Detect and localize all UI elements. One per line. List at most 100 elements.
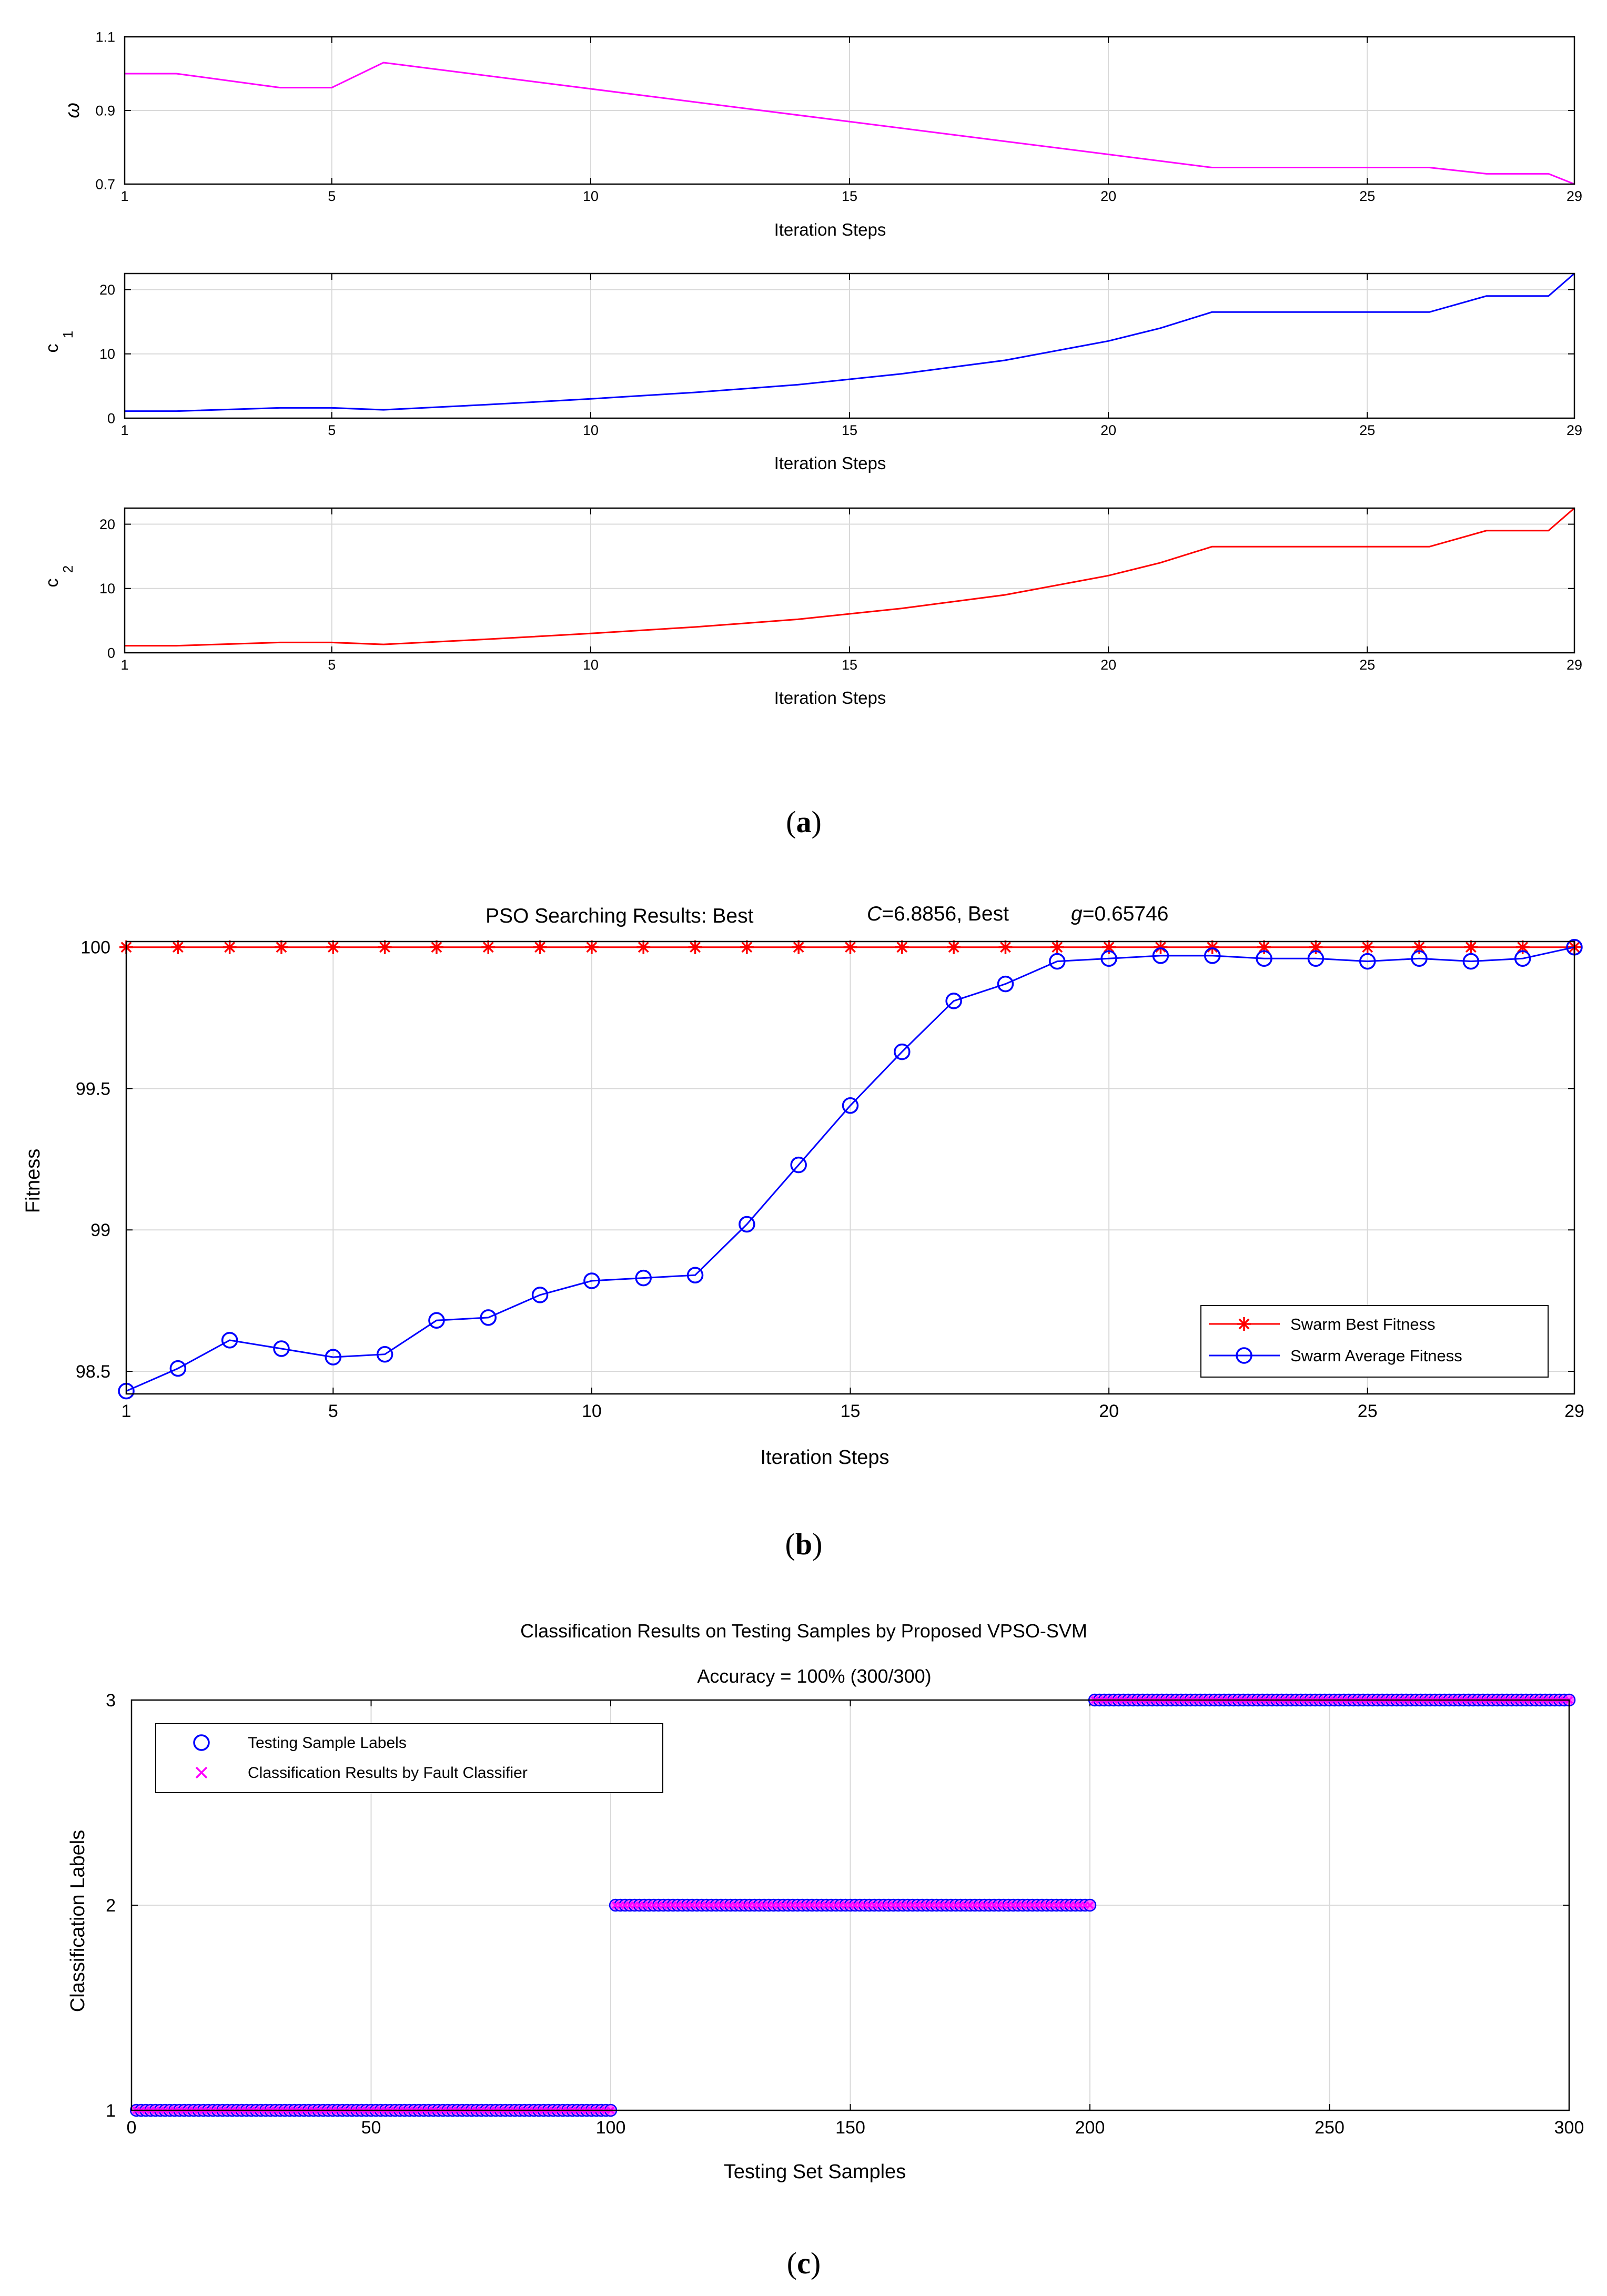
classification-x-tick-label: 200 [1075, 2118, 1105, 2138]
omega-axes: 1 5 10 15 20 25 290.70.91.1 [95, 29, 1582, 204]
average-fitness-point [1359, 953, 1376, 970]
c1-y-tick-label: 20 [99, 282, 115, 298]
best-fitness-point-stroke [1155, 942, 1166, 953]
classification-y-tick-label: 1 [106, 2101, 116, 2121]
best-fitness-point-stroke [1465, 942, 1477, 953]
fitness-x-tick-label: 25 [1358, 1401, 1378, 1421]
c1-frame [124, 272, 1575, 419]
average-fitness-point [894, 1043, 911, 1060]
classification-x-tick-label: 100 [596, 2118, 626, 2138]
caption-c: (c) [787, 2246, 821, 2280]
best-fitness-point-stroke [327, 942, 339, 953]
best-fitness-point [895, 940, 909, 954]
best-fitness-point [378, 940, 392, 954]
best-fitness-point [533, 940, 547, 954]
best-fitness-point [1102, 940, 1116, 954]
best-fitness-point-stroke [431, 942, 442, 953]
fitness-x-tick-label: 15 [841, 1401, 861, 1421]
best-fitness-point-stroke [1207, 942, 1218, 953]
average-fitness-point [325, 1349, 342, 1366]
c1-x-tick-label: 20 [1100, 422, 1116, 438]
best-fitness-point-stroke [379, 942, 391, 953]
omega-frame [124, 36, 1575, 185]
omega-x-tick-label: 25 [1359, 188, 1375, 204]
c2-xlabel: Iteration Steps [774, 688, 886, 707]
average-fitness-point [686, 1267, 704, 1283]
omega-y-tick-label: 0.7 [95, 176, 115, 192]
average-fitness-point [1462, 953, 1480, 970]
best-fitness-point-stroke [793, 942, 804, 953]
c1-y-tick-label: 0 [107, 410, 115, 426]
average-fitness-point [1100, 950, 1117, 967]
c2-x-tick-label: 10 [583, 657, 599, 673]
average-fitness-point [1307, 950, 1325, 967]
best-fitness-point [429, 940, 443, 954]
fitness-title-c-symbol: C [867, 903, 882, 925]
best-fitness-point-stroke [1258, 942, 1270, 953]
best-fitness-point [1154, 940, 1168, 954]
fitness-x-tick-label: 20 [1099, 1401, 1119, 1421]
average-fitness-point [1514, 950, 1531, 967]
caption-a: (a) [786, 805, 822, 839]
best-fitness-point [1205, 940, 1219, 954]
classification-subtitle: Accuracy = 100% (300/300) [697, 1665, 931, 1687]
c1-ylabel: c [42, 344, 62, 353]
fitness-y-tick-label: 99.5 [76, 1079, 110, 1099]
fitness-title-params: C=6.8856, Best [867, 903, 1009, 925]
average-fitness-point [1204, 947, 1221, 964]
average-fitness-point [1256, 950, 1272, 967]
best-fitness-point-stroke [1000, 942, 1011, 953]
fitness-ylabel: Fitness [22, 1149, 44, 1213]
c2-x-tick-label: 5 [328, 657, 336, 673]
best-fitness-point [636, 940, 651, 954]
best-fitness-point [1360, 940, 1374, 954]
fitness-y-tick-label: 98.5 [76, 1362, 110, 1382]
best-fitness-point [171, 940, 185, 954]
classification-title: Classification Results on Testing Sample… [520, 1620, 1087, 1642]
classification-y-tick-label: 2 [106, 1896, 116, 1916]
fitness-xlabel: Iteration Steps [760, 1447, 889, 1469]
c2-frame [124, 507, 1575, 654]
fitness-title-g-value: =0.65746 [1083, 903, 1169, 925]
c2-x-tick-label: 1 [120, 657, 128, 673]
omega-ylabel: ω [62, 103, 84, 118]
legend-best-marker [1237, 1317, 1251, 1331]
caption-c-letter: c [797, 2246, 811, 2280]
c1-xlabel: Iteration Steps [774, 453, 886, 473]
legend-best-marker-stroke [1238, 1318, 1250, 1330]
omega-x-tick-label: 1 [120, 188, 128, 204]
classification-x-tick-label: 50 [361, 2118, 381, 2138]
best-fitness-point-stroke [948, 942, 959, 953]
best-fitness-point-stroke [690, 942, 701, 953]
average-fitness-point [221, 1332, 238, 1349]
average-fitness-point [945, 993, 962, 1009]
c1-x-tick-label: 25 [1359, 422, 1375, 438]
average-fitness-line [126, 946, 1575, 1392]
classification-x-tick-label: 0 [127, 2118, 137, 2138]
omega-y-tick-label: 1.1 [95, 29, 115, 45]
fitness-x-tick-label: 10 [582, 1401, 602, 1421]
c2-y-tick-label: 10 [99, 581, 115, 596]
c2-x-tick-label: 20 [1100, 657, 1116, 673]
best-fitness-point [481, 940, 496, 954]
fitness-title-g-symbol: g [1071, 903, 1083, 925]
fitness-legend-box [1200, 1305, 1549, 1378]
c2-ylabel: c [42, 579, 62, 588]
caption-a-letter: a [796, 805, 812, 839]
legend-samples-label: Testing Sample Labels [248, 1734, 407, 1752]
average-fitness-point [1152, 947, 1169, 964]
average-fitness-point [428, 1312, 445, 1329]
legend-best-label: Swarm Best Fitness [1290, 1315, 1436, 1333]
average-fitness-point [1049, 953, 1066, 970]
average-fitness-point [739, 1216, 755, 1233]
c2-x-tick-label: 29 [1566, 657, 1582, 673]
omega-x-tick-label: 15 [842, 188, 857, 204]
average-fitness-point [842, 1097, 859, 1114]
best-fitness-point [947, 940, 961, 954]
legend-avg-marker [1236, 1347, 1252, 1364]
classification-x-tick-label: 300 [1554, 2118, 1584, 2138]
